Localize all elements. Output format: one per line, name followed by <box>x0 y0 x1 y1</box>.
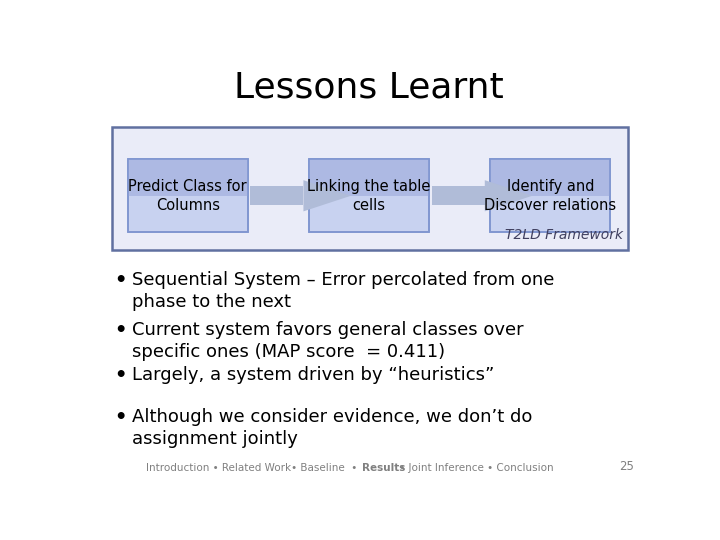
Text: Largely, a system driven by “heuristics”: Largely, a system driven by “heuristics” <box>132 366 494 384</box>
Text: •: • <box>114 408 127 427</box>
FancyBboxPatch shape <box>251 186 303 205</box>
FancyBboxPatch shape <box>309 159 429 196</box>
Text: •: • <box>114 321 127 340</box>
Text: Current system favors general classes over
specific ones (MAP score  = 0.411): Current system favors general classes ov… <box>132 321 523 361</box>
Text: •: • <box>114 366 127 385</box>
Polygon shape <box>485 180 532 211</box>
Text: • Joint Inference • Conclusion: • Joint Inference • Conclusion <box>396 463 554 473</box>
Text: Predict Class for
Columns: Predict Class for Columns <box>128 179 247 213</box>
FancyBboxPatch shape <box>127 159 248 232</box>
Text: Identify and
Discover relations: Identify and Discover relations <box>485 179 616 213</box>
Polygon shape <box>303 180 351 211</box>
Text: Lessons Learnt: Lessons Learnt <box>234 71 504 105</box>
Text: 25: 25 <box>619 460 634 473</box>
FancyBboxPatch shape <box>309 159 429 232</box>
Text: Sequential System – Error percolated from one
phase to the next: Sequential System – Error percolated fro… <box>132 271 554 311</box>
FancyBboxPatch shape <box>127 159 248 196</box>
Text: Although we consider evidence, we don’t do
assignment jointly: Although we consider evidence, we don’t … <box>132 408 532 448</box>
FancyBboxPatch shape <box>112 127 629 250</box>
Text: Results: Results <box>361 463 405 473</box>
Text: Introduction • Related Work• Baseline  •: Introduction • Related Work• Baseline • <box>146 463 361 473</box>
Text: T2LD Framework: T2LD Framework <box>505 228 623 242</box>
FancyBboxPatch shape <box>490 159 611 232</box>
FancyBboxPatch shape <box>490 159 611 196</box>
Text: Linking the table
cells: Linking the table cells <box>307 179 431 213</box>
FancyBboxPatch shape <box>432 186 485 205</box>
Text: •: • <box>114 271 127 289</box>
